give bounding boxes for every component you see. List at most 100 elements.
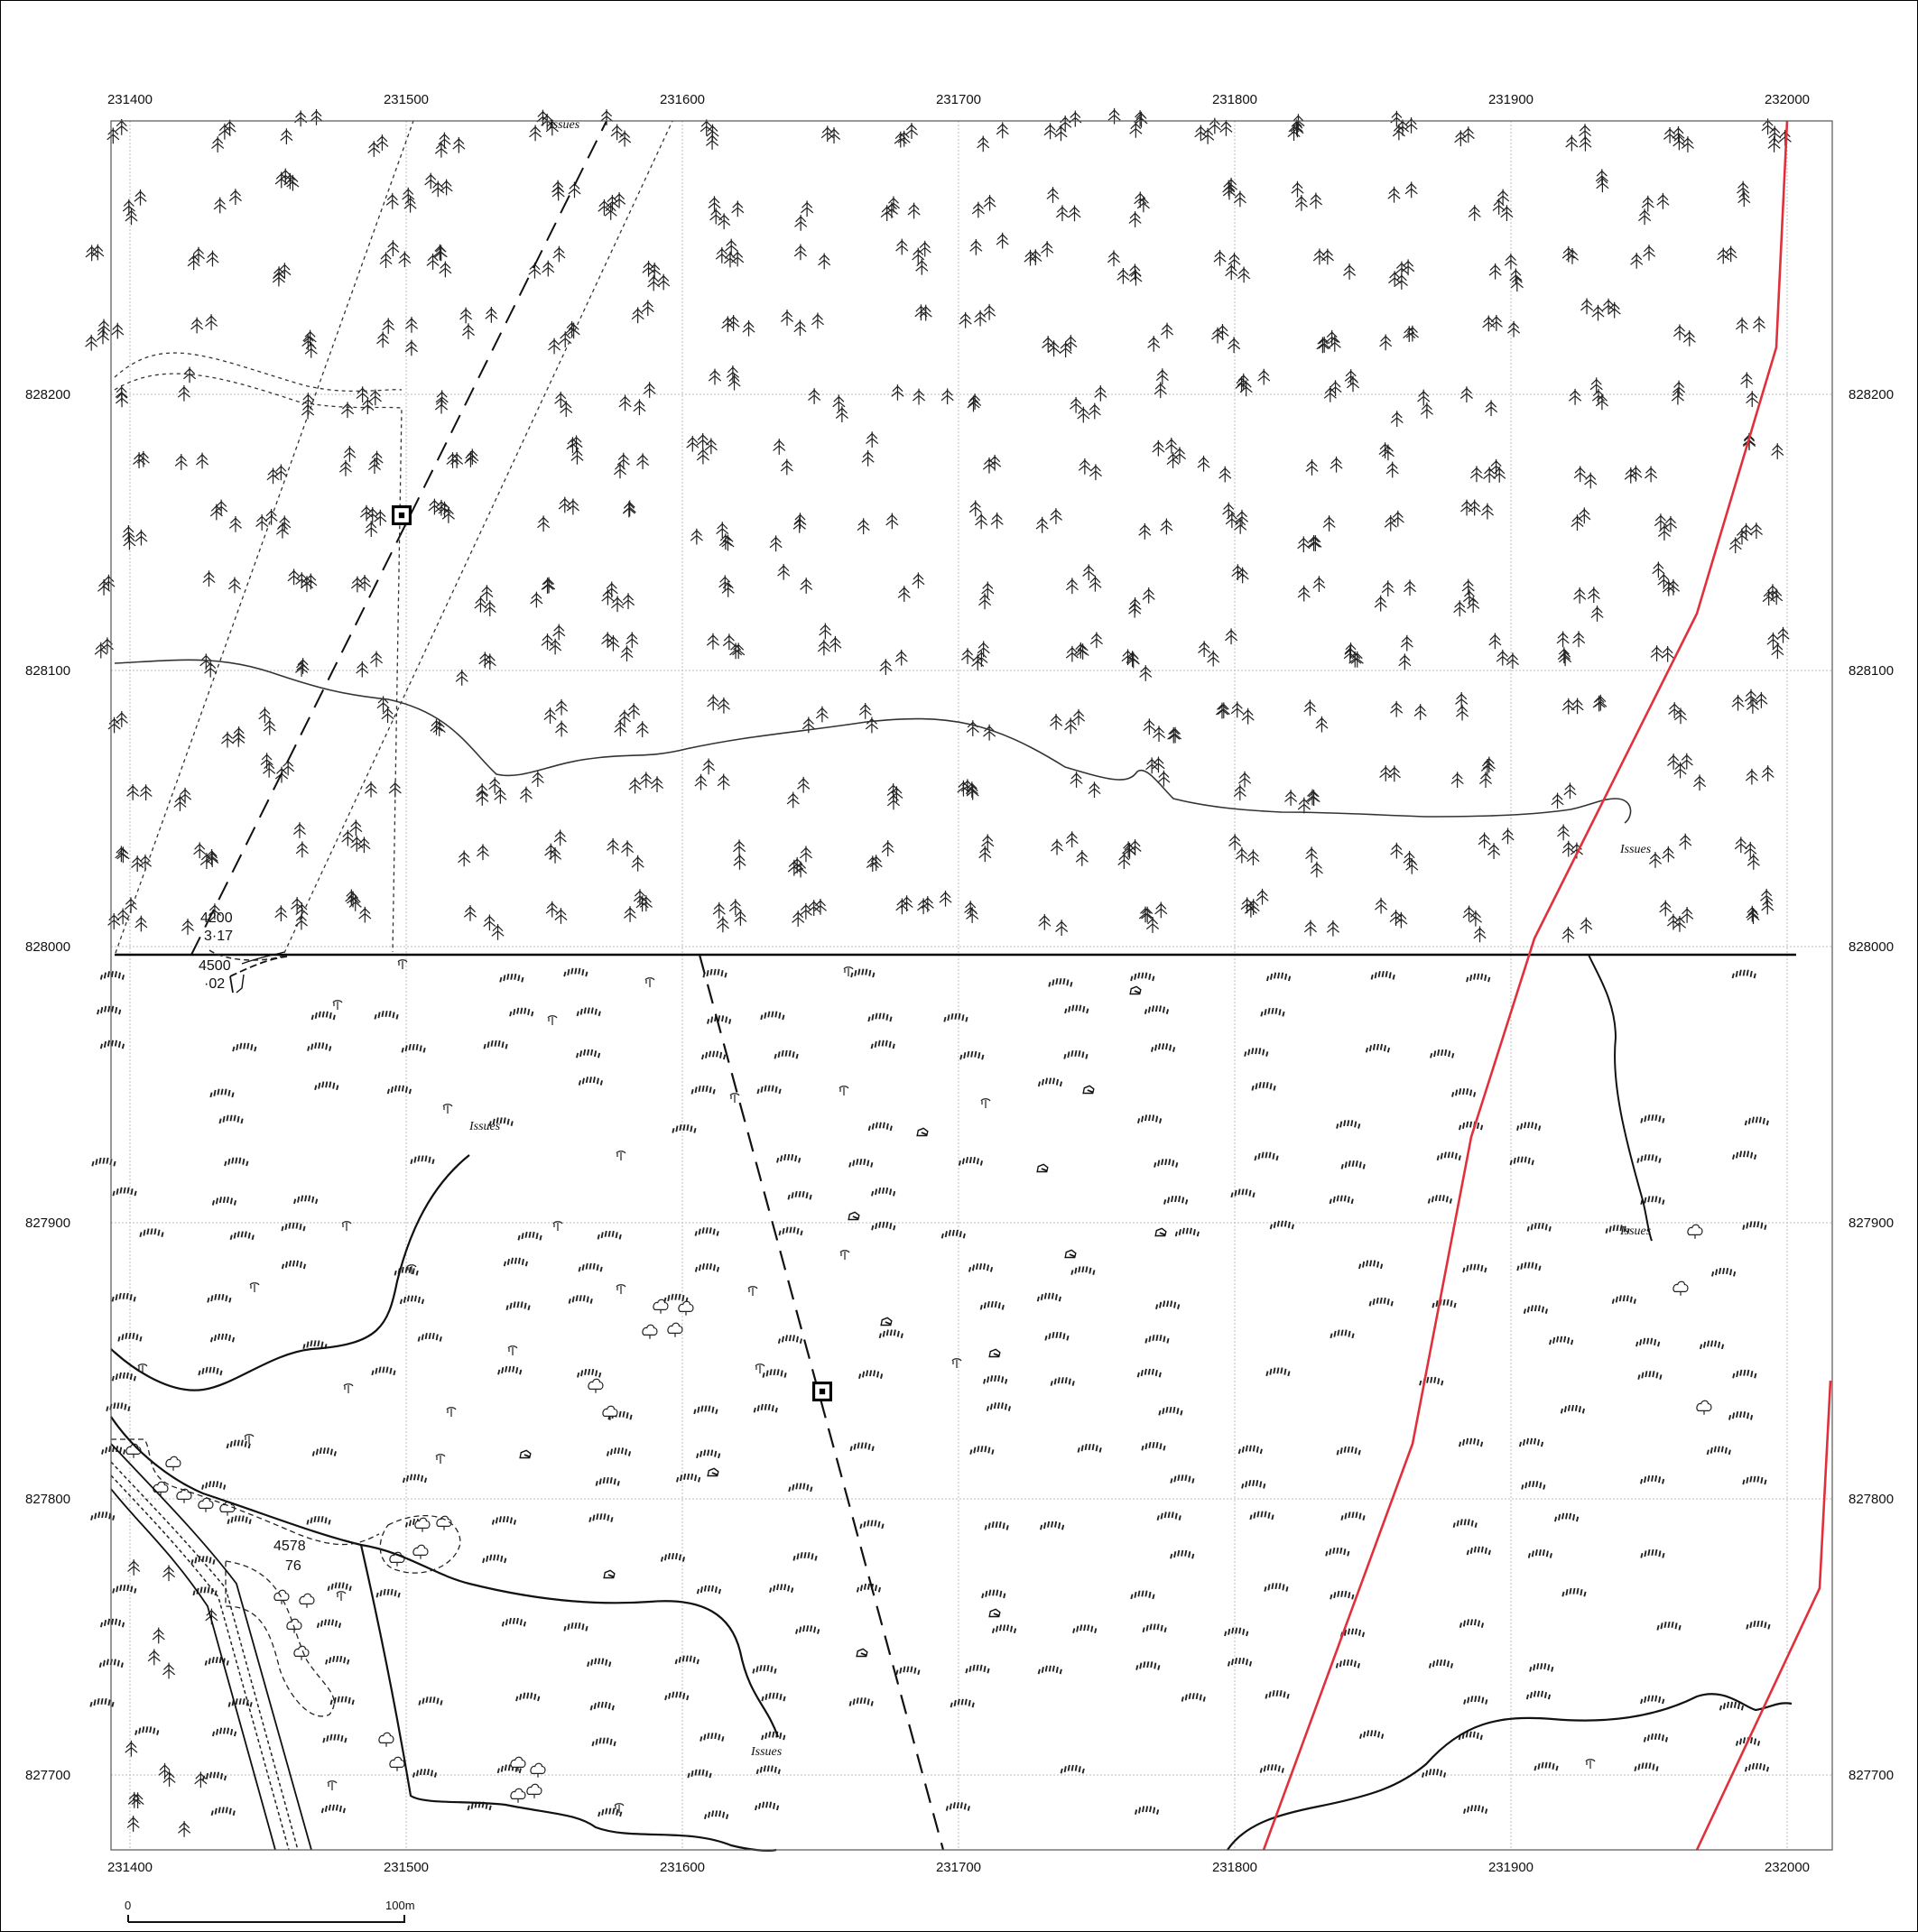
rough-pasture-symbol	[97, 1004, 122, 1016]
x-tick-label-top: 231700	[936, 92, 981, 107]
conifer-tree-symbol	[1152, 725, 1166, 743]
map-neatline	[110, 120, 1833, 1851]
conifer-tree-symbol	[1143, 717, 1156, 735]
conifer-tree-symbol	[1746, 697, 1760, 715]
y-tick-label-left: 828100	[25, 663, 70, 679]
rough-pasture-symbol	[1358, 1729, 1385, 1740]
conifer-tree-symbol	[1642, 244, 1656, 262]
conifer-tree-symbol	[1480, 503, 1495, 521]
rough-pasture-symbol	[848, 1696, 874, 1707]
conifer-tree-symbol	[1378, 333, 1393, 351]
rough-pasture-symbol	[112, 1584, 137, 1595]
conifer-tree-symbol	[1344, 368, 1357, 386]
rough-pasture-symbol	[399, 1294, 425, 1305]
rough-pasture-symbol	[106, 1401, 131, 1412]
conifer-tree-symbol	[542, 260, 555, 278]
rough-pasture-symbol	[1699, 1339, 1725, 1350]
rough-pasture-symbol	[706, 1014, 732, 1025]
conifer-tree-symbol	[1065, 577, 1079, 595]
conifer-tree-symbol	[1724, 245, 1737, 263]
x-tick-label-top: 231800	[1212, 92, 1257, 107]
rough-pasture-symbol	[1144, 1334, 1170, 1345]
conifer-tree-symbol	[1745, 390, 1759, 408]
conifer-tree-symbol	[832, 393, 846, 411]
rough-pasture-symbol	[1330, 1589, 1355, 1601]
deciduous-tree-symbol	[412, 1544, 429, 1560]
rough-pasture-symbol	[499, 973, 524, 984]
rough-pasture-symbol	[1144, 1004, 1170, 1015]
conifer-tree-symbol	[912, 571, 925, 589]
rough-pasture-symbol	[316, 1618, 342, 1629]
conifer-tree-symbol	[1589, 376, 1603, 394]
rough-ground-symbol	[332, 1000, 343, 1011]
rough-pasture-symbol	[870, 1039, 895, 1050]
rough-pasture-symbol	[1611, 1294, 1636, 1305]
conifer-tree-symbol	[599, 108, 614, 126]
conifer-tree-symbol	[1049, 507, 1063, 525]
conifer-tree-symbol	[1154, 901, 1168, 919]
conifer-tree-symbol	[292, 821, 307, 839]
rough-pasture-symbol	[1325, 1547, 1350, 1558]
rough-pasture-symbol	[958, 1156, 984, 1167]
rough-pasture-symbol	[1241, 1479, 1266, 1490]
conifer-tree-symbol	[717, 212, 731, 230]
conifer-tree-symbol	[1551, 791, 1564, 809]
conifer-tree-symbol	[1571, 630, 1586, 648]
conifer-tree-symbol	[616, 452, 631, 470]
rough-pasture-symbol	[1037, 1077, 1063, 1087]
rough-pasture-symbol	[1130, 971, 1155, 982]
conifer-tree-symbol	[1138, 664, 1153, 682]
conifer-tree-symbol	[1075, 849, 1089, 867]
deciduous-tree-symbol	[653, 1299, 669, 1315]
conifer-tree-symbol	[918, 240, 931, 258]
conifer-tree-symbol	[340, 401, 355, 419]
rough-pasture-symbol	[775, 1153, 801, 1164]
rough-pasture-symbol	[1463, 1695, 1488, 1706]
conifer-tree-symbol	[1420, 402, 1434, 420]
boundary-line-west	[1262, 120, 1789, 1851]
rough-pasture-symbol	[1639, 1474, 1665, 1485]
conifer-tree-symbol	[227, 576, 242, 594]
deciduous-tree-symbol	[667, 1322, 683, 1338]
rough-pasture-area	[89, 966, 1771, 1820]
conifer-tree-symbol	[187, 253, 200, 271]
deciduous-tree-symbol	[273, 1589, 290, 1605]
rough-pasture-symbol	[1224, 1626, 1249, 1638]
conifer-tree-symbol	[280, 127, 293, 145]
rough-pasture-symbol	[1521, 1480, 1546, 1491]
rough-pasture-symbol	[1523, 1304, 1549, 1315]
rough-pasture-symbol	[777, 1334, 803, 1345]
conifer-tree-symbol	[541, 633, 554, 651]
conifer-tree-symbol	[1487, 842, 1501, 860]
conifer-tree-symbol	[1322, 514, 1336, 532]
boulder-symbol	[1064, 1249, 1077, 1259]
conifer-tree-symbol	[293, 109, 308, 127]
deciduous-tree-symbol	[1696, 1400, 1712, 1416]
rough-pasture-symbol	[1163, 1195, 1189, 1206]
conifer-tree-symbol	[457, 849, 471, 867]
forest-boundary	[114, 659, 1632, 824]
rough-pasture-symbol	[1340, 1511, 1366, 1521]
rough-pasture-symbol	[1636, 1153, 1662, 1164]
conifer-tree-symbol	[134, 529, 148, 547]
conifer-tree-symbol	[631, 306, 644, 324]
conifer-tree-symbol	[1166, 451, 1180, 469]
conifer-tree-symbol	[1578, 123, 1592, 141]
conifer-tree-symbol	[1673, 762, 1687, 780]
conifer-tree-symbol	[1492, 466, 1506, 484]
conifer-tree-symbol	[139, 783, 153, 801]
boulder-symbol	[1129, 985, 1142, 995]
rough-pasture-symbol	[769, 1583, 794, 1594]
boulder-symbol	[603, 1569, 616, 1579]
conifer-tree-symbol	[1068, 204, 1081, 222]
conifer-tree-symbol	[1573, 465, 1587, 483]
rough-pasture-symbol	[1050, 1376, 1075, 1387]
rough-pasture-symbol	[1731, 1150, 1757, 1160]
rough-pasture-symbol	[325, 1655, 350, 1666]
rough-pasture-symbol	[1077, 1443, 1102, 1454]
rough-pasture-symbol	[1744, 1761, 1770, 1773]
conifer-tree-symbol	[815, 705, 829, 724]
svg-text:4578: 4578	[273, 1539, 306, 1554]
deciduous-tree-symbol	[293, 1645, 310, 1661]
conifer-tree-symbol	[551, 180, 565, 198]
